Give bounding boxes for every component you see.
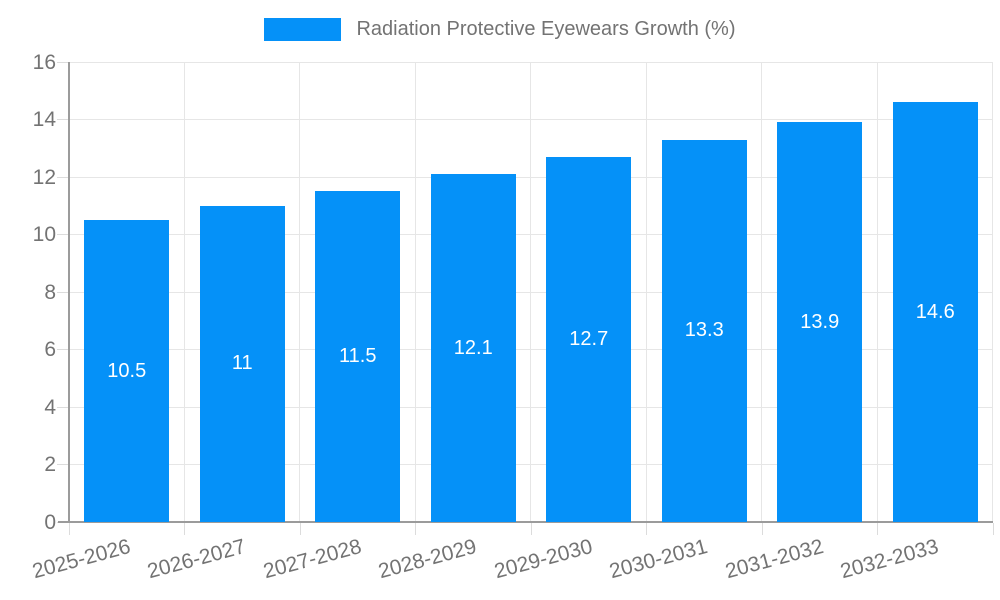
x-axis-line <box>58 521 993 523</box>
y-axis-tick <box>57 119 68 120</box>
y-axis-tick <box>57 176 68 178</box>
x-axis-tick <box>992 523 994 535</box>
x-axis-tick <box>530 523 532 535</box>
legend-swatch <box>264 18 342 41</box>
y-gridline <box>69 234 993 235</box>
x-axis-tick <box>184 523 185 535</box>
y-axis-tick <box>57 464 68 465</box>
y-axis-tick <box>57 291 68 293</box>
x-gridline <box>992 62 993 522</box>
bar-value-label: 11.5 <box>339 345 377 368</box>
x-gridline <box>299 62 300 522</box>
bar-2032-2033[interactable]: 14.6 <box>892 102 978 522</box>
bar-2031-2032[interactable]: 13.9 <box>777 122 863 522</box>
legend[interactable]: Radiation Protective Eyewears Growth (%) <box>0 18 1000 41</box>
x-axis-tick <box>299 523 301 535</box>
y-axis-tick-label: 16 <box>32 50 56 74</box>
y-axis-tick <box>57 234 68 235</box>
y-axis-tick <box>57 61 68 63</box>
bar-2025-2026[interactable]: 10.5 <box>84 220 170 522</box>
x-axis-tick <box>415 523 416 535</box>
bar-value-label: 10.5 <box>107 359 147 382</box>
x-gridline <box>645 62 647 522</box>
x-gridline <box>183 62 185 522</box>
legend-label: Radiation Protective Eyewears Growth (%) <box>356 18 736 40</box>
bar-value-label: 11 <box>231 352 253 375</box>
x-gridline <box>530 62 531 522</box>
y-gridline <box>69 119 993 120</box>
bar-value-label: 12.1 <box>453 336 493 359</box>
x-gridline <box>876 62 878 522</box>
y-axis-tick-label: 6 <box>44 338 56 361</box>
y-axis-tick-label: 8 <box>44 280 56 304</box>
bar-2029-2030[interactable]: 12.7 <box>546 156 632 522</box>
bar-value-label: 13.9 <box>800 310 840 333</box>
bar-2030-2031[interactable]: 13.3 <box>661 139 747 522</box>
x-axis-tick <box>646 523 647 535</box>
x-axis-tick <box>68 523 70 535</box>
bar-2027-2028[interactable]: 11.5 <box>315 191 401 522</box>
y-gridline <box>69 406 993 408</box>
y-gridline <box>69 291 993 293</box>
y-gridline <box>69 464 993 465</box>
bar-value-label: 12.7 <box>569 327 609 350</box>
bar-2028-2029[interactable]: 12.1 <box>430 174 516 522</box>
x-gridline <box>414 62 416 522</box>
y-gridline <box>69 349 993 350</box>
y-axis-tick <box>57 406 68 408</box>
y-axis-tick-label: 10 <box>32 223 56 246</box>
y-axis-tick-label: 0 <box>44 510 56 534</box>
plot-area: 10.5 11 11.5 12.1 12.7 13.3 13.9 14.6 <box>57 61 994 535</box>
y-gridline <box>69 176 993 178</box>
y-axis-tick-label: 14 <box>32 108 56 131</box>
y-axis-tick-label: 12 <box>32 165 56 189</box>
x-gridline <box>761 62 762 522</box>
bar-value-label: 14.6 <box>915 300 955 323</box>
x-axis-tick <box>761 523 763 535</box>
y-axis-tick-label: 4 <box>44 395 56 419</box>
y-axis-tick-label: 2 <box>44 453 56 476</box>
y-axis-line <box>68 62 70 522</box>
y-gridline <box>69 61 993 63</box>
bar-value-label: 13.3 <box>684 319 724 342</box>
bar-2026-2027[interactable]: 11 <box>199 205 285 522</box>
x-axis-tick <box>877 523 878 535</box>
y-axis-tick <box>57 349 68 350</box>
